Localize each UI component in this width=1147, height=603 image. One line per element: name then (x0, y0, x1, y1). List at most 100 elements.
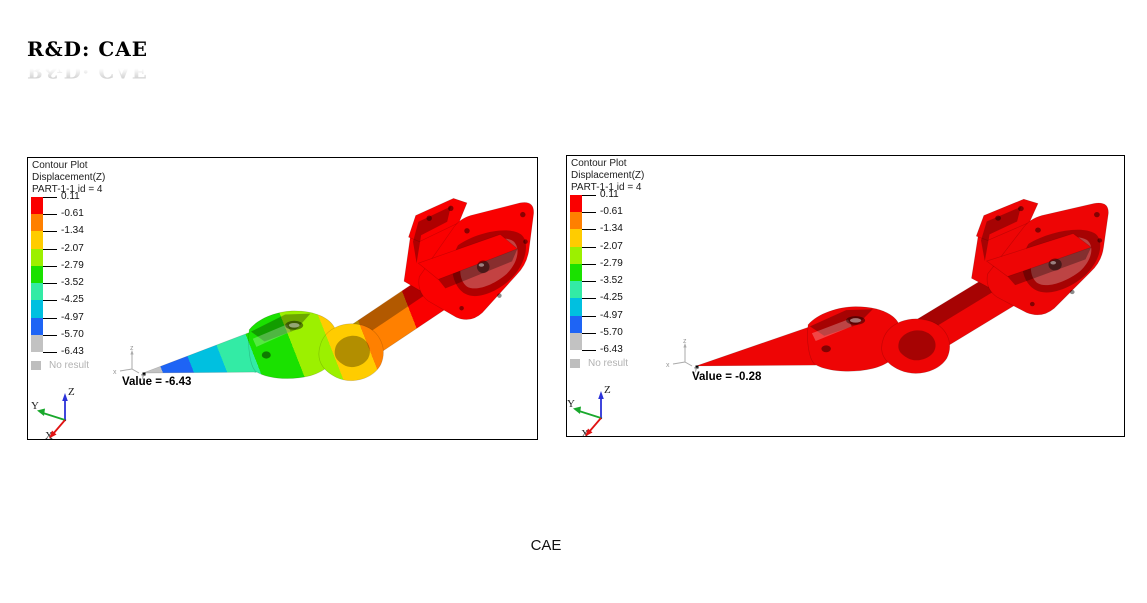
contour-plot-panel-left: z x y Z Y X Contour Plot Displacement(Z)… (27, 157, 538, 440)
contour-colorbar: 0.11 -0.61 -1.34 -2.07 -2.79 -3.52 -4.25 -4.97 -… (31, 191, 84, 357)
colorbar-tick (582, 298, 596, 300)
colorbar-band (31, 317, 43, 335)
measured-node-dot (695, 365, 699, 369)
axis-x-label: X (45, 430, 53, 439)
global-axis-triad: Z Y X (567, 384, 611, 436)
colorbar-tick-value: -1.34 (600, 223, 623, 235)
legend-line-1: Contour Plot (571, 158, 627, 169)
no-result-swatch (31, 361, 41, 370)
fea-model-solid-red (695, 198, 1109, 374)
colorbar-tick-value: 0.11 (600, 189, 619, 200)
measure-triad: z x y (666, 338, 698, 373)
colorbar-tick-value: -3.52 (61, 277, 84, 289)
colorbar-tick (43, 317, 57, 319)
colorbar-tick-value: 0.11 (61, 191, 80, 202)
colorbar-tick-value: -6.43 (600, 344, 623, 355)
contour-scene-left: z x y Z Y X (31, 197, 535, 439)
measured-node-dot (142, 372, 146, 376)
colorbar-tick (582, 246, 596, 248)
colorbar-tick-value: -2.07 (600, 240, 623, 252)
colorbar-tick (582, 212, 596, 214)
colorbar-tick (582, 263, 596, 265)
legend-line-3: PART-1-1 id = 4 (32, 184, 103, 196)
colorbar-tick-value: -5.70 (61, 328, 84, 340)
mini-x-label: x (666, 362, 670, 369)
fea-model-contoured (142, 197, 535, 382)
legend-line-1: Contour Plot (32, 160, 88, 171)
legend-line-3: PART-1-1 id = 4 (571, 182, 642, 194)
contour-scene-right: z x y Z Y X (567, 198, 1109, 436)
colorbar-band (31, 197, 43, 215)
axis-y-label: Y (567, 398, 575, 410)
axis-z-label: Z (68, 386, 75, 398)
measure-triad: z x y (113, 345, 145, 380)
colorbar-tick (43, 352, 57, 353)
colorbar-band (31, 300, 43, 318)
colorbar-tick-value: -4.25 (61, 294, 84, 306)
slide-title-block: R&D: CAE R&D: CAE (27, 37, 149, 83)
colorbar-band (31, 265, 43, 284)
colorbar-tick (43, 231, 57, 233)
legend-header: Contour Plot Displacement(Z) PART-1-1 id… (571, 158, 644, 195)
mini-x-label: x (113, 369, 117, 376)
no-result-label: No result (49, 360, 90, 371)
colorbar-tick-value: -5.70 (600, 326, 623, 338)
no-result-swatch (570, 359, 580, 368)
legend-line-2: Displacement(Z) (32, 172, 106, 184)
colorbar-tick-value: -4.97 (61, 311, 84, 323)
contour-colorbar: 0.11 -0.61 -1.34 -2.07 -2.79 -3.52 -4.25 -4.97 -… (570, 189, 623, 355)
slide-title-reflection: R&D: CAE (27, 59, 149, 83)
colorbar-band (31, 214, 43, 232)
colorbar-tick (582, 281, 596, 283)
probe-value-label: Value = -6.43 (122, 376, 192, 388)
global-axis-triad: Z Y X (31, 386, 75, 439)
colorbar-band (31, 231, 43, 249)
colorbar-band (570, 229, 582, 247)
colorbar-tick (43, 283, 57, 285)
legend-header: Contour Plot Displacement(Z) PART-1-1 id… (32, 160, 105, 197)
colorbar-tick-value: -2.07 (61, 242, 84, 254)
colorbar-band (570, 195, 582, 213)
mini-z-label: z (130, 345, 134, 352)
colorbar-band (570, 263, 582, 282)
colorbar-tick-value: -2.79 (61, 259, 84, 271)
probe-value-label: Value = -0.28 (692, 371, 762, 383)
colorbar-band (570, 298, 582, 316)
colorbar-band (570, 332, 582, 350)
mini-y-label: y (141, 373, 145, 380)
no-result-label: No result (588, 358, 629, 369)
colorbar-tick-value: -2.79 (600, 257, 623, 269)
colorbar-tick (43, 248, 57, 250)
colorbar-tick-value: -3.52 (600, 275, 623, 287)
colorbar-band (570, 281, 582, 299)
colorbar-tick (43, 197, 57, 198)
colorbar-band (570, 212, 582, 230)
colorbar-tick-value: -1.34 (61, 225, 84, 237)
colorbar-tick-value: -0.61 (600, 206, 623, 218)
colorbar-tick-value: -0.61 (61, 208, 84, 220)
colorbar-band (570, 315, 582, 333)
colorbar-tick (43, 334, 57, 336)
slide-caption: CAE (530, 537, 562, 554)
axis-y-label: Y (31, 400, 39, 412)
axis-z-label: Z (604, 384, 611, 396)
colorbar-tick (582, 332, 596, 334)
mini-y-label: y (694, 366, 698, 373)
colorbar-tick (43, 265, 57, 267)
colorbar-band (570, 246, 582, 264)
colorbar-tick-value: -4.25 (600, 292, 623, 304)
colorbar-tick (582, 315, 596, 317)
colorbar-tick (43, 300, 57, 302)
contour-plot-panel-right: z x y Z Y X Contour Plot Displacement(Z)… (566, 155, 1125, 437)
colorbar-tick-value: -6.43 (61, 346, 84, 357)
colorbar-band (31, 334, 43, 352)
colorbar-tick (582, 195, 596, 196)
colorbar-tick (582, 350, 596, 351)
colorbar-tick (582, 229, 596, 231)
colorbar-tick-value: -4.97 (600, 309, 623, 321)
colorbar-band (31, 248, 43, 266)
slide-title: R&D: CAE (27, 37, 149, 61)
legend-line-2: Displacement(Z) (571, 170, 645, 182)
mini-z-label: z (683, 338, 687, 345)
axis-x-label: X (581, 428, 589, 436)
